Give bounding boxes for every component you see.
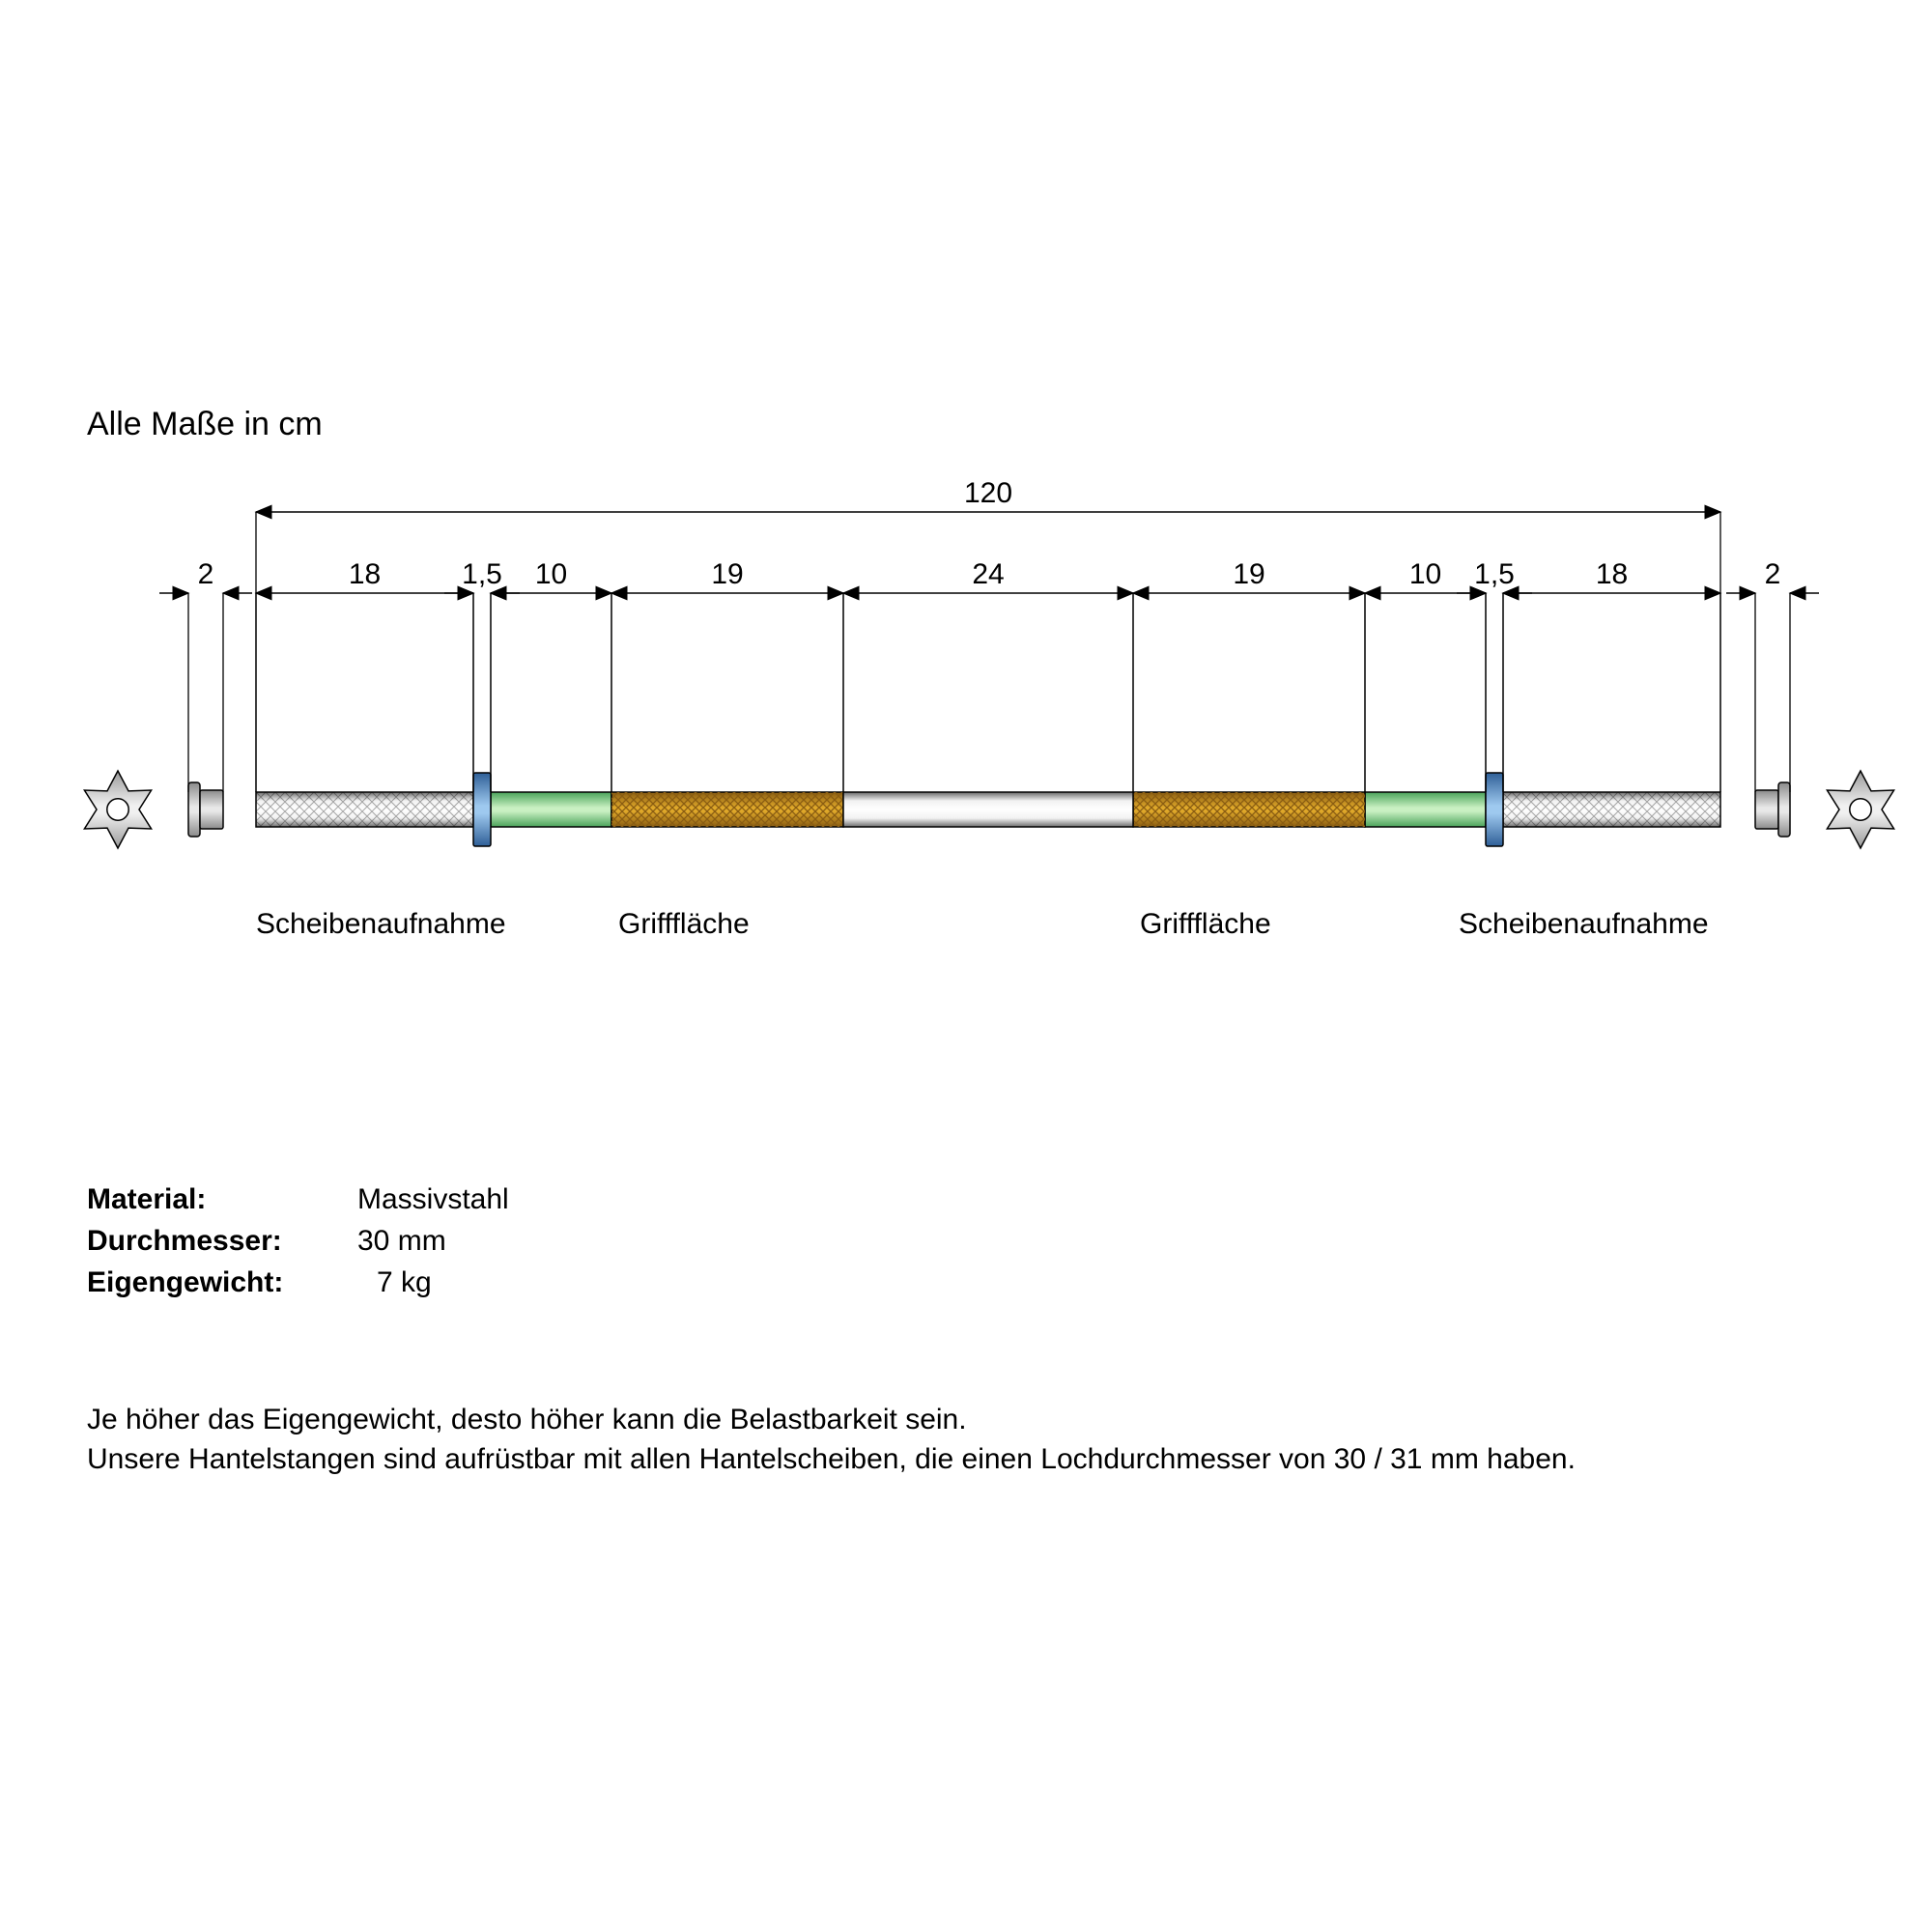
label-sleeve-left: Scheibenaufnahme — [256, 908, 506, 941]
spec-weight-label: Eigengewicht: — [87, 1266, 283, 1299]
diagram-canvas: { "units_note": "Alle Maße in cm", "dime… — [0, 0, 1932, 1932]
barbell-drawing — [0, 0, 1932, 1932]
label-sleeve-right: Scheibenaufnahme — [1459, 908, 1709, 941]
spec-weight-value: 7 kg — [377, 1266, 432, 1299]
dim-sleeve-left: 18 — [327, 558, 404, 591]
spec-material-label: Material: — [87, 1183, 206, 1216]
dim-collar-right: 2 — [1734, 558, 1811, 591]
label-grip-left: Grifffläche — [618, 908, 750, 941]
dim-stop-left: 1,5 — [443, 558, 521, 591]
body-text: Je höher das Eigengewicht, desto höher k… — [87, 1401, 1845, 1479]
dim-knurl-right: 19 — [1210, 558, 1288, 591]
spec-diameter-label: Durchmesser: — [87, 1225, 282, 1258]
dim-collar-left: 2 — [167, 558, 244, 591]
dim-sleeve-right: 18 — [1574, 558, 1651, 591]
spec-diameter-value: 30 mm — [357, 1225, 446, 1258]
dim-green-left: 10 — [513, 558, 590, 591]
dim-center: 24 — [950, 558, 1027, 591]
dim-knurl-left: 19 — [689, 558, 766, 591]
label-grip-right: Grifffläche — [1140, 908, 1271, 941]
dim-green-right: 10 — [1387, 558, 1464, 591]
dim-stop-right: 1,5 — [1456, 558, 1533, 591]
dim-total: 120 — [950, 477, 1027, 510]
spec-material-value: Massivstahl — [357, 1183, 509, 1216]
